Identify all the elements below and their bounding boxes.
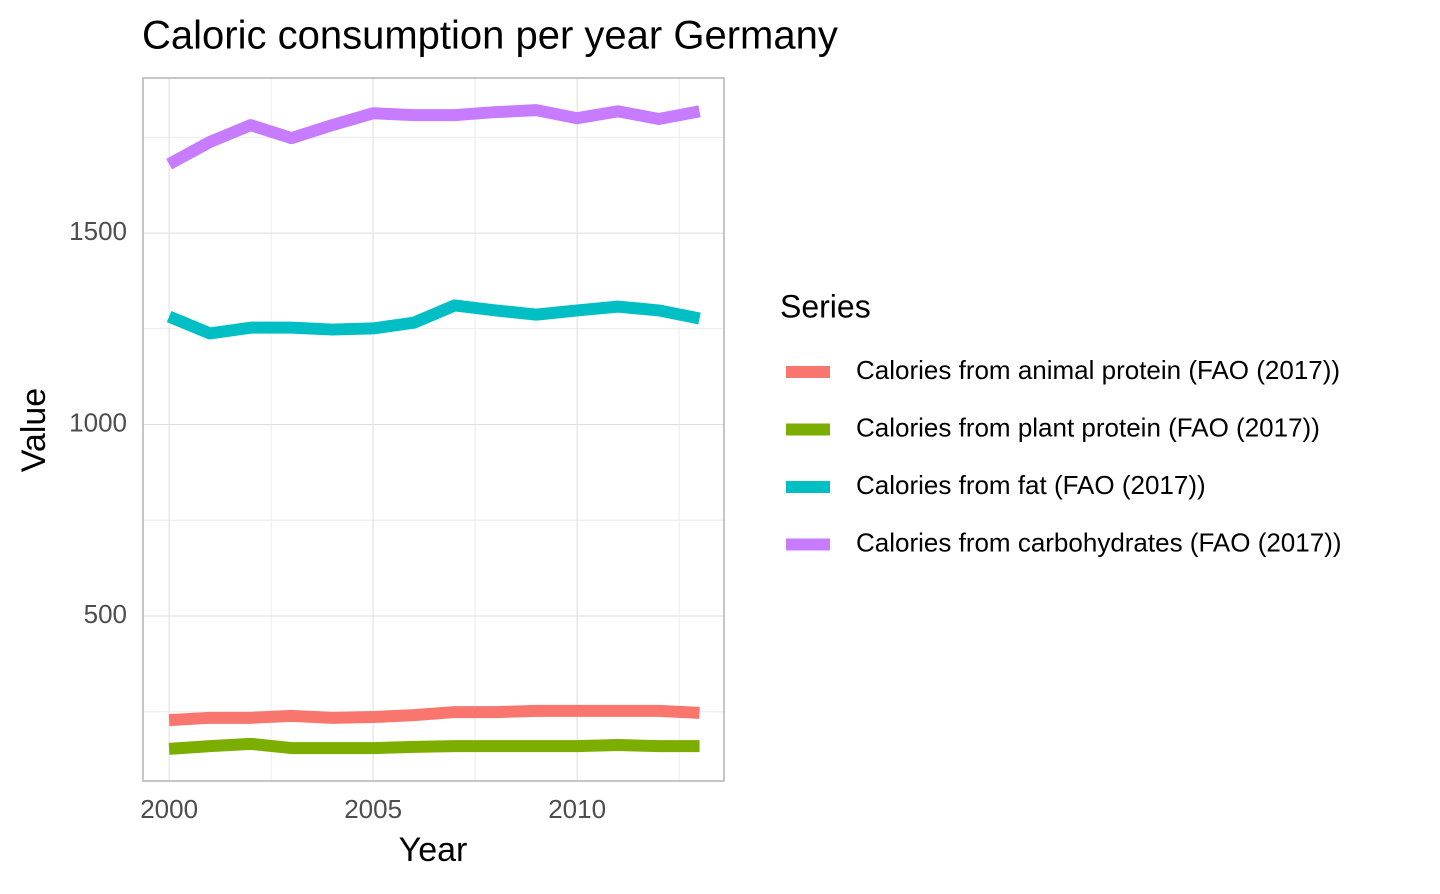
legend-label: Calories from plant protein (FAO (2017))	[856, 412, 1320, 442]
line-series	[166, 104, 701, 170]
legend-label: Calories from fat (FAO (2017))	[856, 470, 1206, 500]
line-series	[166, 299, 701, 340]
y-tick-label: 1500	[69, 216, 127, 246]
y-tick-label: 500	[84, 599, 127, 629]
x-tick-label: 2000	[140, 794, 198, 824]
chart-title: Caloric consumption per year Germany	[142, 14, 838, 58]
y-tick-label: 1000	[69, 407, 127, 437]
x-tick-label: 2010	[548, 794, 606, 824]
y-axis-title: Value	[15, 388, 53, 472]
line-series	[168, 704, 700, 727]
line-series	[168, 737, 700, 755]
panel-border	[142, 77, 725, 782]
legend-label: Calories from carbohydrates (FAO (2017))	[856, 527, 1342, 557]
x-axis-title: Year	[399, 831, 468, 869]
x-tick-label: 2005	[344, 794, 402, 824]
legend-title: Series	[780, 288, 871, 324]
legend-label: Calories from animal protein (FAO (2017)…	[856, 355, 1340, 385]
